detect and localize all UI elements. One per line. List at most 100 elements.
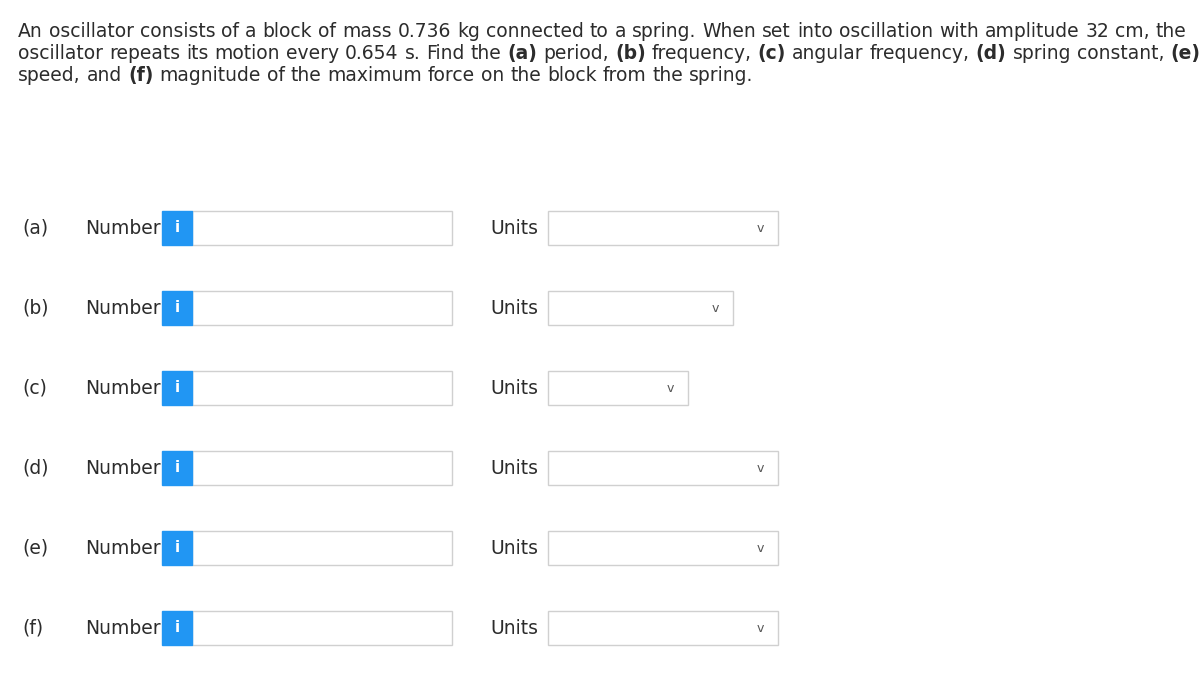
Bar	[548, 371, 688, 405]
Text: motion: motion	[215, 44, 280, 63]
Text: Find: Find	[426, 44, 464, 63]
Text: maximum: maximum	[328, 66, 422, 85]
Text: (e): (e)	[1170, 44, 1200, 63]
Text: Units: Units	[490, 298, 538, 317]
Text: Units: Units	[490, 539, 538, 558]
Text: (e): (e)	[22, 539, 48, 558]
Text: block: block	[547, 66, 596, 85]
Bar	[192, 291, 452, 325]
Text: every: every	[286, 44, 340, 63]
Text: spring: spring	[1013, 44, 1072, 63]
Text: consists: consists	[139, 22, 215, 41]
Bar	[192, 531, 452, 565]
Text: the: the	[470, 44, 502, 63]
Text: Units: Units	[490, 219, 538, 238]
Text: block: block	[263, 22, 312, 41]
Bar	[162, 371, 192, 405]
Text: 32: 32	[1085, 22, 1109, 41]
Text: 0.736: 0.736	[398, 22, 451, 41]
Text: i: i	[174, 221, 180, 236]
Text: angular: angular	[792, 44, 864, 63]
Text: s.: s.	[404, 44, 420, 63]
Text: Number: Number	[85, 458, 161, 477]
Text: i: i	[174, 620, 180, 635]
Text: oscillation: oscillation	[839, 22, 934, 41]
Text: i: i	[174, 460, 180, 475]
Text: Units: Units	[490, 458, 538, 477]
Text: cm,: cm,	[1115, 22, 1150, 41]
Text: frequency,: frequency,	[652, 44, 751, 63]
Text: the: the	[653, 66, 683, 85]
Bar	[548, 211, 778, 245]
Bar	[192, 371, 452, 405]
Text: repeats: repeats	[109, 44, 180, 63]
Bar	[162, 451, 192, 485]
Text: spring.: spring.	[632, 22, 697, 41]
Text: (b): (b)	[616, 44, 646, 63]
Text: on: on	[481, 66, 504, 85]
Text: Number: Number	[85, 618, 161, 637]
Bar	[548, 611, 778, 645]
Text: the: the	[510, 66, 541, 85]
Text: Number: Number	[85, 539, 161, 558]
Text: oscillator: oscillator	[49, 22, 133, 41]
Text: amplitude: amplitude	[985, 22, 1079, 41]
Text: magnitude: magnitude	[160, 66, 260, 85]
Bar	[192, 611, 452, 645]
Text: of: of	[266, 66, 284, 85]
Bar	[548, 291, 733, 325]
Text: v: v	[756, 541, 763, 554]
Text: v: v	[756, 221, 763, 234]
Text: i: i	[174, 300, 180, 315]
Text: the: the	[290, 66, 322, 85]
Text: speed,: speed,	[18, 66, 80, 85]
Text: (a): (a)	[22, 219, 48, 238]
Text: oscillator: oscillator	[18, 44, 103, 63]
Bar	[192, 211, 452, 245]
Text: frequency,: frequency,	[870, 44, 970, 63]
Text: of: of	[318, 22, 336, 41]
Text: with: with	[940, 22, 979, 41]
Text: i: i	[174, 541, 180, 556]
Text: (d): (d)	[22, 458, 48, 477]
Text: into: into	[797, 22, 833, 41]
Text: (b): (b)	[22, 298, 48, 317]
Text: (f): (f)	[22, 618, 43, 637]
Text: set: set	[762, 22, 791, 41]
Text: its: its	[186, 44, 209, 63]
Text: (f): (f)	[128, 66, 154, 85]
Text: a: a	[614, 22, 626, 41]
Text: a: a	[245, 22, 257, 41]
Text: from: from	[602, 66, 647, 85]
Text: the: the	[1156, 22, 1187, 41]
Text: force: force	[428, 66, 475, 85]
Text: When: When	[703, 22, 756, 41]
Text: v: v	[666, 381, 673, 394]
Text: spring.: spring.	[689, 66, 754, 85]
Text: kg: kg	[457, 22, 480, 41]
Text: mass: mass	[342, 22, 392, 41]
Text: Number: Number	[85, 298, 161, 317]
Text: Units: Units	[490, 618, 538, 637]
Text: and: and	[86, 66, 122, 85]
Bar	[162, 211, 192, 245]
Bar	[548, 531, 778, 565]
Text: v: v	[756, 462, 763, 475]
Text: Units: Units	[490, 379, 538, 398]
Text: 0.654: 0.654	[346, 44, 398, 63]
Bar	[192, 451, 452, 485]
Text: v: v	[756, 622, 763, 634]
Bar	[162, 531, 192, 565]
Text: connected: connected	[486, 22, 584, 41]
Text: (c): (c)	[22, 379, 47, 398]
Bar	[162, 611, 192, 645]
Text: v: v	[712, 302, 719, 315]
Text: i: i	[174, 381, 180, 396]
Text: to: to	[590, 22, 608, 41]
Text: period,: period,	[544, 44, 610, 63]
Bar	[548, 451, 778, 485]
Text: (c): (c)	[757, 44, 786, 63]
Bar	[162, 291, 192, 325]
Text: constant,: constant,	[1078, 44, 1164, 63]
Text: Number: Number	[85, 219, 161, 238]
